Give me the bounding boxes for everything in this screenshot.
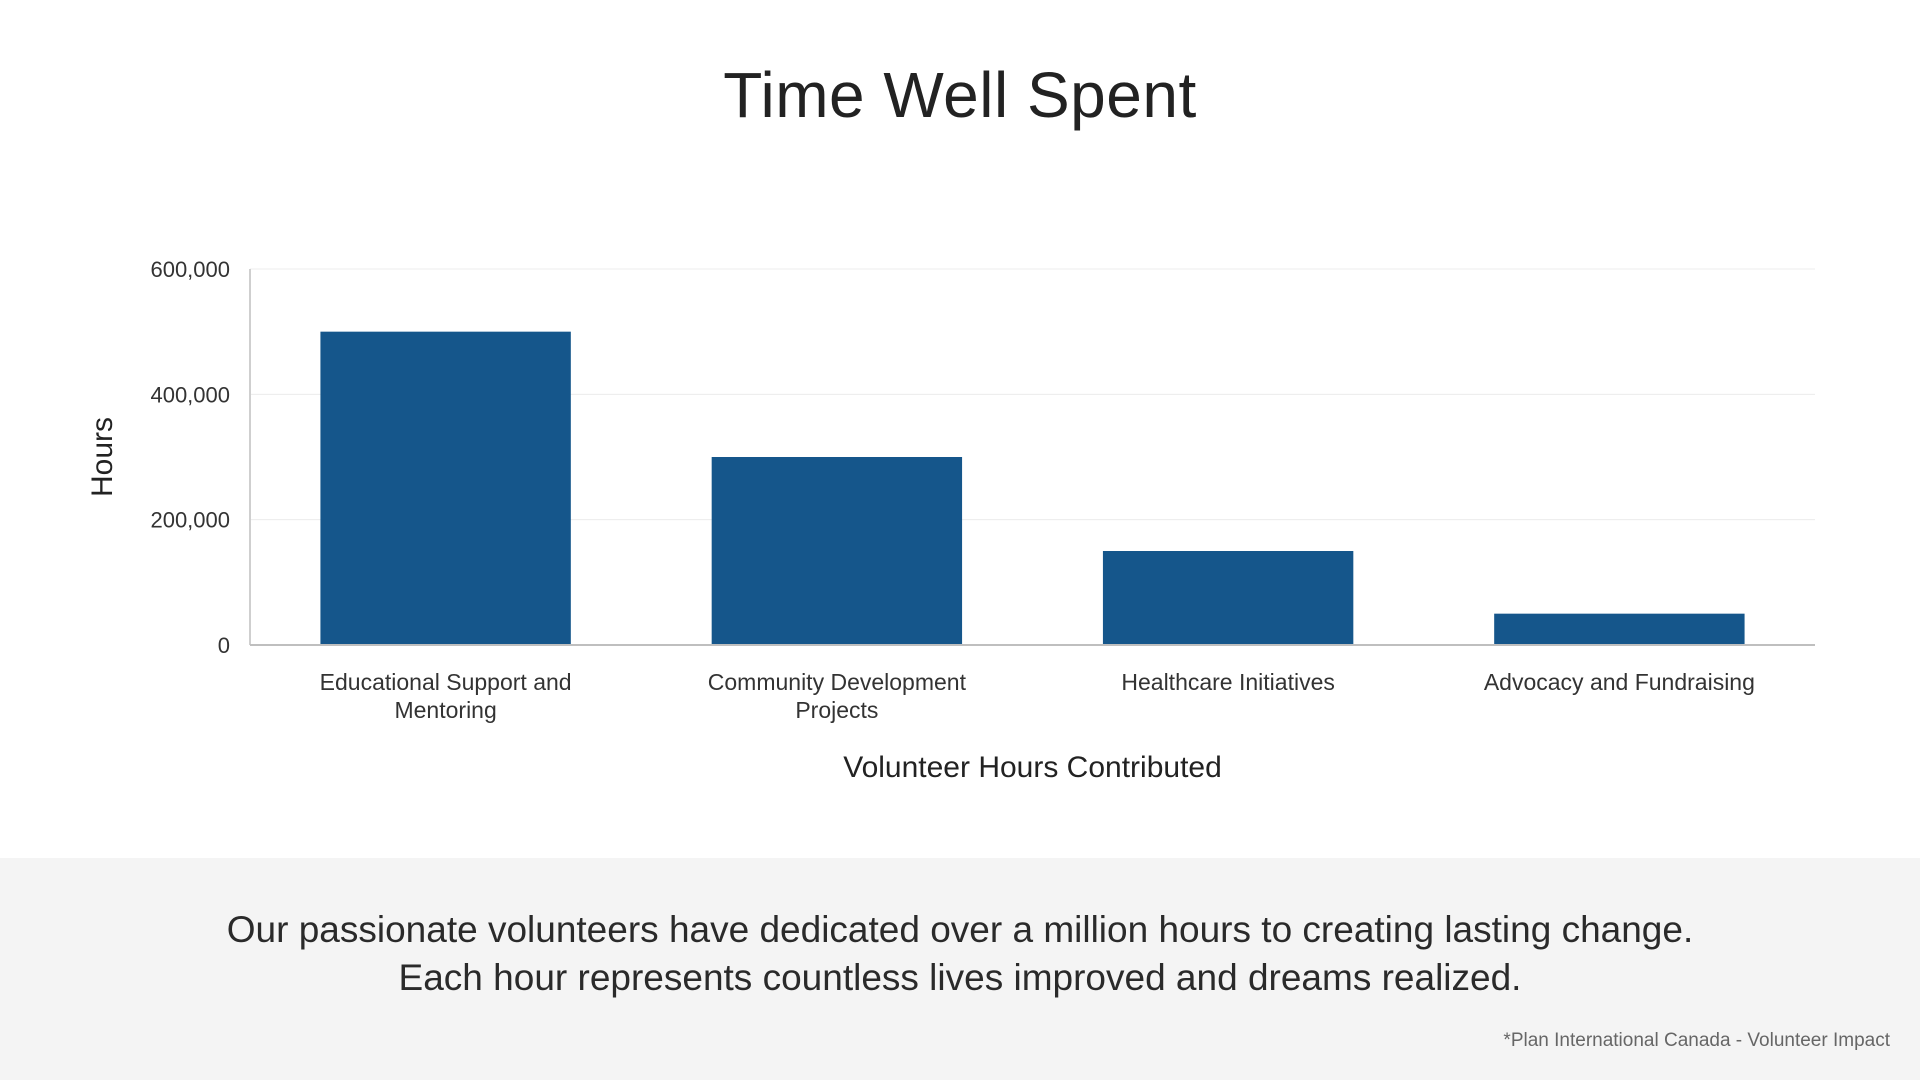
bars [320,331,1745,645]
y-tick-label: 400,000 [150,382,230,407]
y-axis-ticks: 0 200,000 400,000 600,000 [150,257,230,658]
bar-chart: 0 200,000 400,000 600,000 Educational Suppo… [86,257,1815,784]
y-tick-label: 0 [218,633,230,658]
y-axis-title: Hours [86,417,119,497]
bar [1494,613,1745,645]
x-axis-title: Volunteer Hours Contributed [843,751,1222,784]
source-note: *Plan International Canada - Volunteer I… [1503,1030,1890,1051]
x-category-label: Community Development Projects [708,669,967,723]
bar [320,331,571,645]
x-category-label: Advocacy and Fundraising [1484,669,1755,695]
footer-panel: Our passionate volunteers have dedicated… [0,858,1920,1080]
impact-message: Our passionate volunteers have dedicated… [226,909,1694,998]
page-title: Time Well Spent [723,59,1197,131]
y-tick-label: 600,000 [150,257,230,282]
bar [711,457,963,645]
x-axis-categories: Educational Support and Mentoring Communit… [320,669,1755,723]
y-tick-label: 200,000 [150,508,230,533]
x-category-label: Educational Support and Mentoring [320,669,572,723]
bar [1102,551,1354,645]
x-category-label: Healthcare Initiatives [1121,669,1335,695]
